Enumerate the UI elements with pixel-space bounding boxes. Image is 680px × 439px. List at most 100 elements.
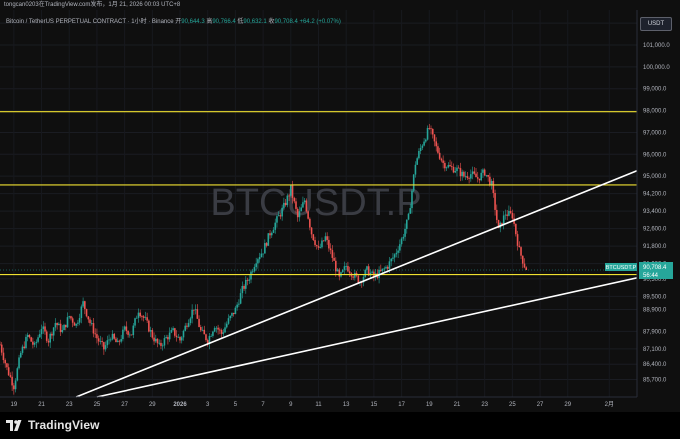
- candle-body: [452, 166, 455, 173]
- candle-body: [456, 167, 458, 172]
- tradingview-logo[interactable]: TradingView: [6, 418, 100, 432]
- candle-body: [258, 257, 261, 260]
- candle-body: [186, 325, 188, 327]
- candle-body: [130, 334, 133, 336]
- candle-body: [210, 335, 212, 337]
- trend-line[interactable]: [96, 277, 638, 398]
- candle-body: [11, 376, 13, 386]
- candle-body: [288, 195, 290, 197]
- candle-body: [404, 228, 406, 237]
- open-value: 90,644.3: [181, 19, 205, 25]
- candle-body: [201, 329, 204, 331]
- candle-body: [21, 346, 24, 353]
- candle-body: [506, 214, 508, 216]
- candle-body: [7, 367, 10, 376]
- candle-body: [47, 340, 50, 343]
- time-tick-label: 15: [371, 402, 378, 408]
- candle-body: [89, 319, 91, 324]
- candle-body: [0, 344, 3, 353]
- horizontal-levels[interactable]: [0, 111, 637, 276]
- candle-body: [331, 250, 334, 258]
- candle-body: [494, 193, 496, 210]
- time-tick-label: 29: [564, 402, 571, 408]
- candle-body: [291, 185, 294, 198]
- candle-body: [463, 171, 465, 177]
- candle-body: [405, 219, 408, 229]
- candle-body: [343, 266, 346, 270]
- candle-body: [229, 315, 232, 319]
- candle-body: [464, 176, 467, 178]
- time-tick-label: 27: [537, 402, 544, 408]
- candle-body: [168, 332, 171, 340]
- candle-body: [364, 269, 367, 277]
- candle-body: [326, 236, 328, 240]
- candle-body: [411, 190, 413, 209]
- time-tick-label: 27: [121, 402, 128, 408]
- candle-body: [118, 340, 121, 342]
- candle-body: [281, 207, 283, 217]
- time-tick-label: 2026: [173, 402, 187, 408]
- candle-body: [298, 211, 301, 218]
- candle-body: [234, 307, 237, 315]
- candle-body: [419, 147, 422, 151]
- candle-body: [319, 247, 322, 249]
- last-price-tag: BTCUSDT.P 90,708.4 56:44: [605, 262, 673, 279]
- candle-body: [187, 322, 190, 327]
- price-tick-label: 94,200.0: [643, 192, 667, 198]
- candle-body: [516, 234, 519, 246]
- candle-body: [475, 173, 477, 178]
- candle-body: [518, 245, 521, 248]
- candle-body: [28, 334, 31, 338]
- candle-body: [435, 141, 438, 147]
- price-tick-label: 89,500.0: [643, 294, 667, 300]
- candle-body: [32, 341, 34, 345]
- currency-button[interactable]: USDT: [640, 17, 672, 31]
- candle-body: [423, 141, 425, 146]
- candle-body: [309, 218, 311, 228]
- candle-body: [243, 285, 245, 289]
- candle-body: [219, 329, 221, 331]
- time-tick-label: 25: [509, 402, 516, 408]
- candle-body: [513, 218, 515, 224]
- candle-body: [397, 250, 399, 253]
- candle-body: [329, 248, 332, 251]
- trend-line[interactable]: [75, 169, 638, 398]
- time-axis[interactable]: 19 21 23 25 27 29 2026 3 5 7 9 11 13 15 17 19 21 23 25 27 29…: [11, 401, 614, 408]
- candle-body: [468, 178, 470, 179]
- candle-body: [482, 169, 484, 173]
- tradingview-logo-text: TradingView: [28, 418, 100, 432]
- candle-body: [52, 327, 55, 336]
- candle-body: [90, 323, 93, 324]
- candle-body: [217, 327, 219, 330]
- candle-body: [103, 342, 105, 350]
- candle-body: [485, 174, 488, 176]
- candle-body: [354, 272, 356, 278]
- candle-body: [476, 177, 479, 179]
- open-label: 开: [175, 19, 182, 25]
- candle-body: [438, 152, 441, 159]
- candle-body: [267, 233, 270, 246]
- time-tick-label: 7: [261, 402, 265, 408]
- time-tick-label: 21: [38, 402, 45, 408]
- candle-body: [426, 128, 429, 140]
- candle-body: [199, 326, 202, 331]
- candle-body: [61, 330, 64, 333]
- candle-body: [0, 344, 1, 346]
- candle-body: [333, 257, 335, 261]
- time-tick-label: 2月: [605, 401, 614, 408]
- candle-body: [14, 380, 17, 390]
- candle-body: [480, 172, 483, 181]
- low-label: 低: [237, 19, 244, 25]
- candle-body: [170, 330, 173, 333]
- candle-body: [371, 271, 373, 273]
- price-tag-symbol-box: [605, 263, 637, 271]
- candle-body: [246, 279, 249, 281]
- candle-body: [194, 309, 197, 311]
- candle-body: [146, 317, 148, 321]
- candle-body: [94, 333, 97, 335]
- trend-lines[interactable]: [75, 169, 638, 398]
- candle-body: [283, 202, 285, 208]
- candle-body: [236, 304, 238, 308]
- candle-body: [383, 268, 386, 270]
